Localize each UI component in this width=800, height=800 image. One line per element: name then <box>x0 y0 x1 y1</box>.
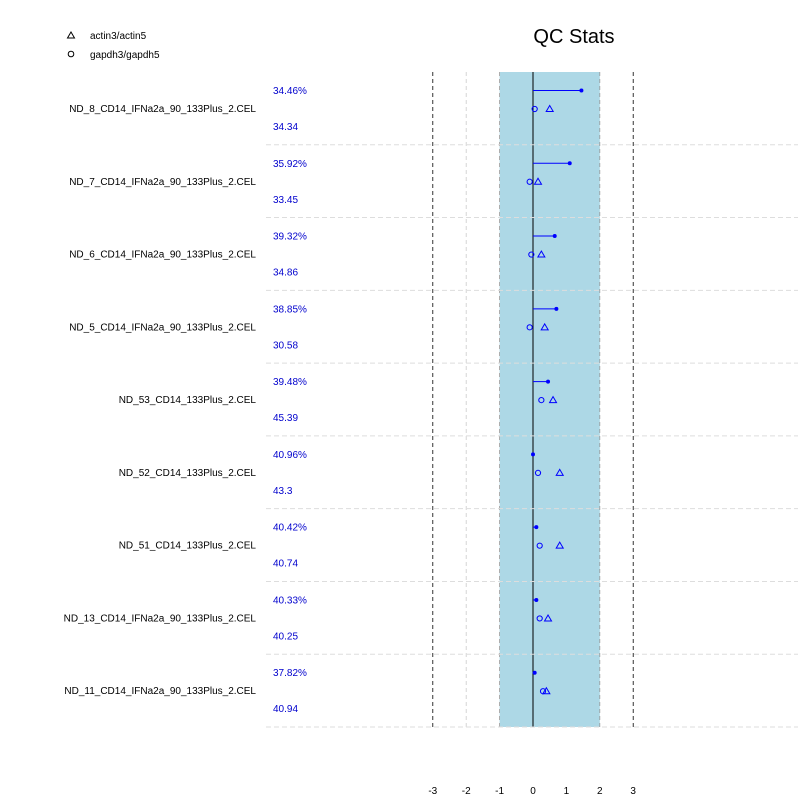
gapdh-ratio-point <box>531 105 538 113</box>
band-layer <box>499 72 600 727</box>
array-name-label: ND_5_CD14_IFNa2a_90_133Plus_2.CEL <box>69 322 256 333</box>
array-name-label: ND_11_CD14_IFNa2a_90_133Plus_2.CEL <box>64 686 256 697</box>
percent-present-label: 40.33% <box>273 595 307 606</box>
chart-title: QC Stats <box>533 26 614 48</box>
gapdh-ratio-point <box>538 397 545 404</box>
scale-factor-point <box>531 452 535 457</box>
array-row: ND_6_CD14_IFNa2a_90_133Plus_2.CEL 39.32% 3… <box>69 217 798 279</box>
actin-ratio-point <box>548 395 558 404</box>
x-tick-label: -3 <box>428 786 437 797</box>
array-name-label: ND_53_CD14_133Plus_2.CEL <box>119 395 257 406</box>
average-background-label: 33.45 <box>273 195 298 206</box>
actin-ratio-point <box>555 468 565 476</box>
scale-factor-point <box>534 525 539 530</box>
gapdh-ratio-point <box>526 324 533 331</box>
actin-ratio-point <box>543 613 553 622</box>
scale-factor-point <box>534 597 539 602</box>
x-tick-label: -2 <box>462 786 471 797</box>
array-row: ND_51_CD14_133Plus_2.CEL 40.42% 40.74 <box>119 508 798 570</box>
average-background-label: 40.94 <box>273 704 298 715</box>
array-row: ND_7_CD14_IFNa2a_90_133Plus_2.CEL 35.92% 3… <box>69 144 798 206</box>
percent-present-label: 34.46% <box>273 86 307 97</box>
average-background-label: 30.58 <box>273 340 298 351</box>
shaded-range-band <box>499 72 600 727</box>
array-row: ND_5_CD14_IFNa2a_90_133Plus_2.CEL 38.85% 3… <box>69 289 798 351</box>
percent-present-label: 38.85% <box>273 304 307 315</box>
gapdh-ratio-point <box>536 615 543 622</box>
gapdh-ratio-point <box>539 688 547 695</box>
average-background-label: 40.74 <box>273 559 298 570</box>
percent-present-label: 39.48% <box>273 377 307 388</box>
actin-ratio-point <box>536 250 546 258</box>
actin-ratio-point <box>540 322 550 331</box>
x-tick-label: 2 <box>597 786 603 797</box>
gapdh-ratio-point <box>536 542 543 549</box>
legend-triangle-marker <box>66 31 76 39</box>
gapdh-ratio-point <box>534 469 542 476</box>
actin-ratio-point <box>545 104 555 112</box>
rows-layer: ND_8_CD14_IFNa2a_90_133Plus_2.CEL 34.46% 3… <box>64 86 798 728</box>
actin-ratio-point <box>555 541 565 549</box>
legend-label-gapdh: gapdh3/gapdh5 <box>90 50 160 61</box>
average-background-label: 43.3 <box>273 486 293 497</box>
x-tick-label: 3 <box>630 786 636 797</box>
array-name-label: ND_13_CD14_IFNa2a_90_133Plus_2.CEL <box>64 613 257 624</box>
grid-layer <box>432 72 634 727</box>
array-row: ND_13_CD14_IFNa2a_90_133Plus_2.CEL 40.33%… <box>64 580 798 642</box>
percent-present-label: 35.92% <box>273 159 307 170</box>
percent-present-label: 40.96% <box>273 450 307 461</box>
array-row: ND_52_CD14_133Plus_2.CEL 40.96% 43.3 <box>119 435 798 497</box>
percent-present-label: 37.82% <box>273 668 307 679</box>
average-background-label: 45.39 <box>273 413 298 424</box>
average-background-label: 34.86 <box>273 268 298 279</box>
array-row: ND_53_CD14_133Plus_2.CEL 39.48% 45.39 <box>119 362 798 424</box>
actin-ratio-point <box>541 686 551 695</box>
array-name-label: ND_7_CD14_IFNa2a_90_133Plus_2.CEL <box>69 177 256 188</box>
x-tick-label: 1 <box>564 786 570 797</box>
average-background-label: 40.25 <box>273 631 298 642</box>
array-row: ND_11_CD14_IFNa2a_90_133Plus_2.CEL 37.82%… <box>64 653 798 715</box>
array-name-label: ND_51_CD14_133Plus_2.CEL <box>119 541 257 552</box>
legend-label-actin: actin3/actin5 <box>90 31 147 42</box>
x-tick-label: 0 <box>530 786 536 797</box>
scale-factor-point <box>567 161 572 166</box>
x-axis-ticks: -3 -2 -1 0 1 2 3 <box>428 786 636 797</box>
array-name-label: ND_6_CD14_IFNa2a_90_133Plus_2.CEL <box>69 250 256 261</box>
scale-factor-point <box>552 234 557 239</box>
array-name-label: ND_8_CD14_IFNa2a_90_133Plus_2.CEL <box>69 104 256 115</box>
scale-factor-point <box>532 670 537 675</box>
scale-factor-point <box>579 88 584 93</box>
scale-factor-point <box>546 379 551 384</box>
scale-factor-point <box>554 306 559 311</box>
percent-present-label: 39.32% <box>273 232 307 243</box>
gapdh-ratio-point <box>526 178 533 185</box>
gapdh-ratio-point <box>528 251 535 258</box>
array-name-label: ND_52_CD14_133Plus_2.CEL <box>119 468 257 479</box>
average-background-label: 34.34 <box>273 122 298 133</box>
x-tick-label: -1 <box>495 786 504 797</box>
legend: actin3/actin5 gapdh3/gapdh5 <box>66 31 160 61</box>
percent-present-label: 40.42% <box>273 523 307 534</box>
legend-circle-marker <box>67 50 75 58</box>
actin-ratio-point <box>533 177 543 185</box>
array-row: ND_8_CD14_IFNa2a_90_133Plus_2.CEL 34.46% 3… <box>69 86 584 133</box>
